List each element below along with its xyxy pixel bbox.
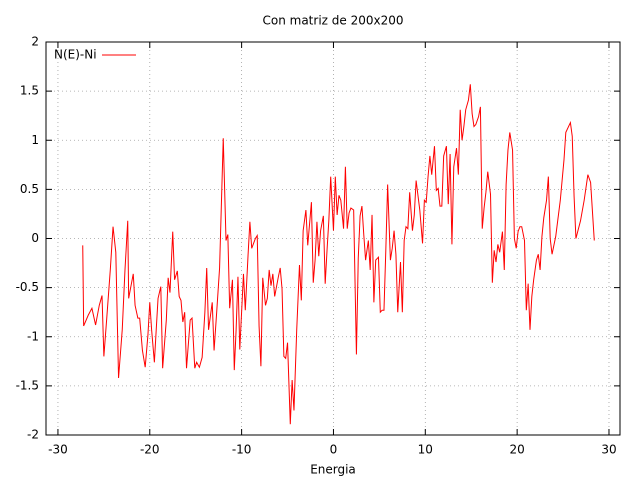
- x-tick-label: -30: [48, 443, 68, 457]
- legend-label: N(E)-Ni: [54, 48, 97, 62]
- x-tick-label: 30: [601, 443, 616, 457]
- y-tick-label: -2: [27, 428, 39, 442]
- data-line: [82, 84, 595, 425]
- y-tick-label: -1: [27, 329, 39, 343]
- x-tick-label: 10: [418, 443, 433, 457]
- x-tick-label: -10: [232, 443, 252, 457]
- x-tick-label: 0: [330, 443, 338, 457]
- y-tick-label: -0.5: [16, 280, 39, 294]
- y-tick-label: 0: [31, 231, 39, 245]
- x-tick-label: -20: [140, 443, 160, 457]
- plot-border: [45, 41, 621, 436]
- x-axis-label: Energia: [310, 463, 356, 477]
- y-tick-label: 1: [31, 133, 39, 147]
- y-tick-label: 2: [31, 35, 39, 49]
- chart-title: Con matriz de 200x200: [263, 14, 404, 28]
- x-tick-label: 20: [509, 443, 524, 457]
- y-tick-label: -1.5: [16, 378, 39, 392]
- y-tick-label: 1.5: [20, 84, 39, 98]
- y-tick-label: 0.5: [20, 182, 39, 196]
